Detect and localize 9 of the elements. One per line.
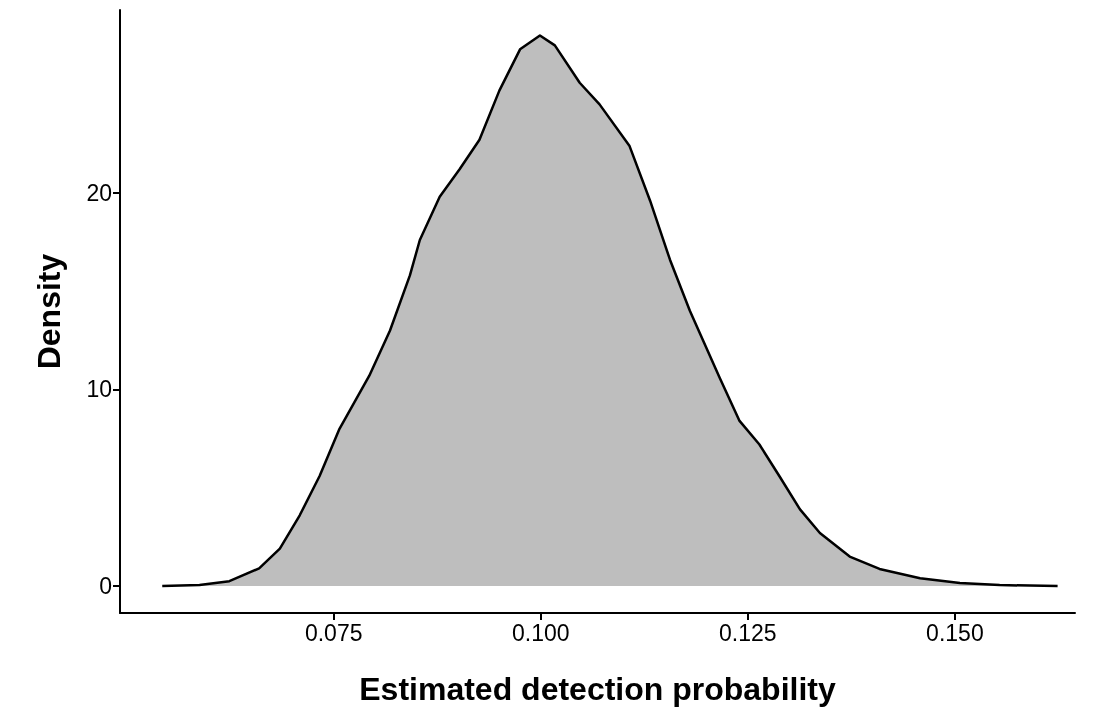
x-tick-label: 0.125: [719, 619, 777, 646]
y-tick-label: 10: [86, 376, 112, 403]
y-tick-label: 0: [99, 573, 112, 600]
x-tick-label: 0.150: [926, 619, 984, 646]
y-tick-label: 20: [86, 179, 112, 206]
y-axis-title: Density: [31, 253, 67, 370]
x-tick-label: 0.075: [304, 619, 363, 646]
x-axis-title: Estimated detection probability: [359, 671, 836, 707]
x-tick-label: 0.100: [511, 619, 570, 646]
